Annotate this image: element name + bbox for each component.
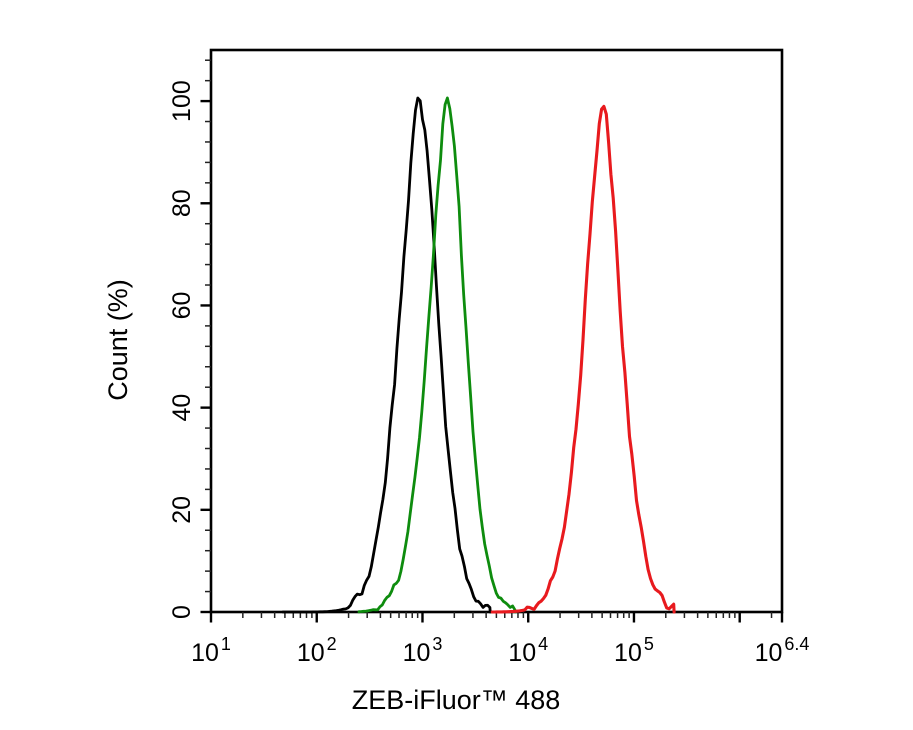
x-tick-label: 10 5 xyxy=(614,634,654,667)
y-axis-tick-labels: 0 20 40 60 80 100 xyxy=(168,80,196,619)
y-tick-label: 20 xyxy=(168,496,196,524)
y-tick-label: 0 xyxy=(168,605,196,619)
x-tick-label: 10 4 xyxy=(508,634,548,667)
y-tick-label: 100 xyxy=(168,80,196,122)
histogram-curve-peak-black xyxy=(281,96,492,614)
y-tick-label: 80 xyxy=(168,189,196,217)
x-tick-label: 10 3 xyxy=(403,634,443,667)
histogram-curve-peak-red xyxy=(490,104,676,614)
y-tick-label: 40 xyxy=(168,394,196,422)
plot-frame xyxy=(209,48,784,614)
x-tick-label: 10 6.4 xyxy=(755,634,810,667)
x-axis-ticks xyxy=(209,612,784,623)
x-tick-label: 10 2 xyxy=(297,634,337,667)
x-axis-tick-labels: 10 1 10 2 10 3 10 4 10 5 10 6.4 xyxy=(191,634,809,667)
x-tick-label: 10 1 xyxy=(191,634,231,667)
y-tick-label: 60 xyxy=(168,292,196,320)
histogram-curve-peak-green xyxy=(357,96,517,614)
y-axis-ticks xyxy=(200,59,211,614)
x-axis-title: ZEB-iFluor™ 488 xyxy=(352,685,561,715)
histogram-curves xyxy=(281,96,676,614)
y-axis-title: Count (%) xyxy=(103,279,133,401)
